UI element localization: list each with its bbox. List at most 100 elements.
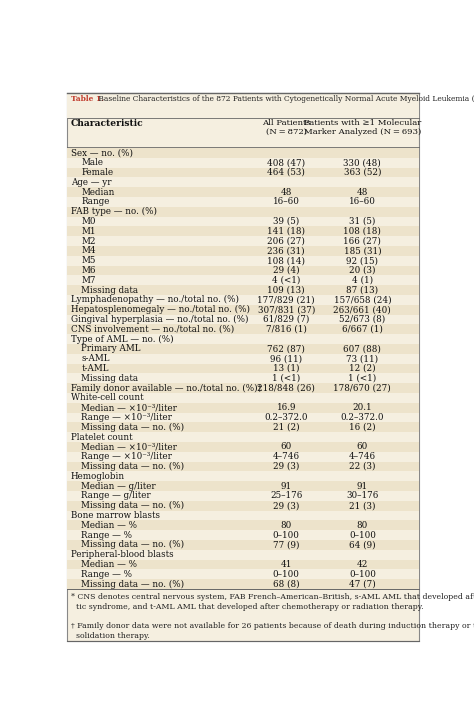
- Text: 60: 60: [281, 442, 292, 451]
- Text: 21 (3): 21 (3): [349, 501, 375, 510]
- Text: 48: 48: [356, 187, 368, 197]
- Text: 30–176: 30–176: [346, 492, 379, 500]
- Text: 77 (9): 77 (9): [273, 540, 300, 549]
- Text: Range — ×10⁻³/liter: Range — ×10⁻³/liter: [82, 452, 172, 461]
- FancyBboxPatch shape: [66, 197, 419, 207]
- Text: Hepatosplenomegaly — no./total no. (%): Hepatosplenomegaly — no./total no. (%): [71, 305, 250, 315]
- FancyBboxPatch shape: [66, 177, 419, 187]
- Text: 21 (2): 21 (2): [273, 423, 300, 432]
- Text: 52/673 (8): 52/673 (8): [339, 315, 385, 324]
- Text: 408 (47): 408 (47): [267, 158, 305, 167]
- FancyBboxPatch shape: [66, 569, 419, 579]
- Text: 178/670 (27): 178/670 (27): [333, 383, 391, 393]
- Text: 48: 48: [281, 187, 292, 197]
- FancyBboxPatch shape: [66, 285, 419, 295]
- Text: Sex — no. (%): Sex — no. (%): [71, 148, 133, 158]
- FancyBboxPatch shape: [66, 325, 419, 334]
- Text: 0.2–372.0: 0.2–372.0: [340, 413, 384, 422]
- Text: Median — %: Median — %: [82, 521, 137, 530]
- Text: 263/661 (40): 263/661 (40): [333, 305, 391, 315]
- Text: 1 (<1): 1 (<1): [348, 374, 376, 382]
- FancyBboxPatch shape: [66, 510, 419, 521]
- Text: 80: 80: [281, 521, 292, 530]
- FancyBboxPatch shape: [66, 501, 419, 510]
- Text: 1 (<1): 1 (<1): [272, 374, 301, 382]
- Text: 0–100: 0–100: [273, 570, 300, 578]
- Text: 25–176: 25–176: [270, 492, 302, 500]
- Text: Gingival hyperplasia — no./total no. (%): Gingival hyperplasia — no./total no. (%): [71, 315, 248, 324]
- Text: 16–60: 16–60: [349, 197, 376, 206]
- Text: Median — %: Median — %: [82, 560, 137, 569]
- Text: 29 (3): 29 (3): [273, 501, 300, 510]
- FancyBboxPatch shape: [66, 422, 419, 432]
- FancyBboxPatch shape: [66, 168, 419, 177]
- FancyBboxPatch shape: [66, 226, 419, 236]
- Text: White-cell count: White-cell count: [71, 393, 144, 403]
- Text: 20.1: 20.1: [353, 403, 372, 412]
- Text: 4 (<1): 4 (<1): [272, 275, 301, 285]
- Text: 4–746: 4–746: [349, 452, 376, 461]
- Text: Missing data — no. (%): Missing data — no. (%): [82, 540, 184, 549]
- Text: Range — ×10⁻³/liter: Range — ×10⁻³/liter: [82, 413, 172, 422]
- FancyBboxPatch shape: [66, 334, 419, 344]
- Text: 4–746: 4–746: [273, 452, 300, 461]
- Text: 47 (7): 47 (7): [349, 580, 376, 589]
- Text: Hemoglobin: Hemoglobin: [71, 471, 125, 481]
- Text: * CNS denotes central nervous system, FAB French–American–British, s-AML AML tha: * CNS denotes central nervous system, FA…: [71, 594, 474, 612]
- FancyBboxPatch shape: [66, 187, 419, 197]
- Text: 42: 42: [356, 560, 368, 569]
- Text: 218/848 (26): 218/848 (26): [257, 383, 315, 393]
- Text: 177/829 (21): 177/829 (21): [257, 296, 315, 304]
- Text: Median — ×10⁻³/liter: Median — ×10⁻³/liter: [82, 442, 177, 451]
- Text: 29 (3): 29 (3): [273, 462, 300, 471]
- FancyBboxPatch shape: [66, 354, 419, 364]
- Text: Median — ×10⁻³/liter: Median — ×10⁻³/liter: [82, 403, 177, 412]
- Text: 4 (1): 4 (1): [352, 275, 373, 285]
- Text: Range — %: Range — %: [82, 531, 132, 539]
- Text: 22 (3): 22 (3): [349, 462, 375, 471]
- Text: Table 1.: Table 1.: [71, 95, 104, 103]
- Text: 80: 80: [357, 521, 368, 530]
- FancyBboxPatch shape: [66, 403, 419, 413]
- Text: 16.9: 16.9: [276, 403, 296, 412]
- FancyBboxPatch shape: [66, 364, 419, 373]
- FancyBboxPatch shape: [66, 236, 419, 246]
- FancyBboxPatch shape: [66, 275, 419, 285]
- Text: 166 (27): 166 (27): [343, 236, 381, 246]
- Text: M0: M0: [82, 217, 96, 226]
- Text: 109 (13): 109 (13): [267, 286, 305, 294]
- Text: Missing data — no. (%): Missing data — no. (%): [82, 579, 184, 589]
- Text: 13 (1): 13 (1): [273, 364, 300, 373]
- Text: 91: 91: [281, 482, 292, 490]
- Text: 330 (48): 330 (48): [344, 158, 381, 167]
- Text: Missing data: Missing data: [82, 286, 138, 294]
- FancyBboxPatch shape: [66, 315, 419, 325]
- Text: Range: Range: [82, 197, 109, 206]
- Text: 41: 41: [281, 560, 292, 569]
- Text: Range — %: Range — %: [82, 570, 132, 578]
- Text: Platelet count: Platelet count: [71, 432, 133, 442]
- Text: 0.2–372.0: 0.2–372.0: [264, 413, 308, 422]
- Text: Age — yr: Age — yr: [71, 178, 111, 187]
- FancyBboxPatch shape: [66, 148, 419, 158]
- FancyBboxPatch shape: [66, 491, 419, 501]
- Text: 185 (31): 185 (31): [344, 247, 381, 255]
- FancyBboxPatch shape: [66, 452, 419, 461]
- Text: 0–100: 0–100: [273, 531, 300, 539]
- Text: 607 (88): 607 (88): [343, 344, 381, 354]
- Text: Missing data: Missing data: [82, 374, 138, 382]
- FancyBboxPatch shape: [66, 481, 419, 491]
- Text: 108 (18): 108 (18): [343, 227, 381, 236]
- Text: 762 (87): 762 (87): [267, 344, 305, 354]
- FancyBboxPatch shape: [66, 344, 419, 354]
- Text: Male: Male: [82, 158, 103, 167]
- Text: All Patients
(N = 872): All Patients (N = 872): [262, 119, 310, 136]
- Text: 20 (3): 20 (3): [349, 266, 375, 275]
- Text: Median: Median: [82, 187, 115, 197]
- FancyBboxPatch shape: [66, 265, 419, 275]
- FancyBboxPatch shape: [66, 413, 419, 422]
- Text: 0–100: 0–100: [349, 570, 376, 578]
- FancyBboxPatch shape: [66, 540, 419, 549]
- Text: 108 (14): 108 (14): [267, 256, 305, 265]
- Text: 64 (9): 64 (9): [349, 540, 375, 549]
